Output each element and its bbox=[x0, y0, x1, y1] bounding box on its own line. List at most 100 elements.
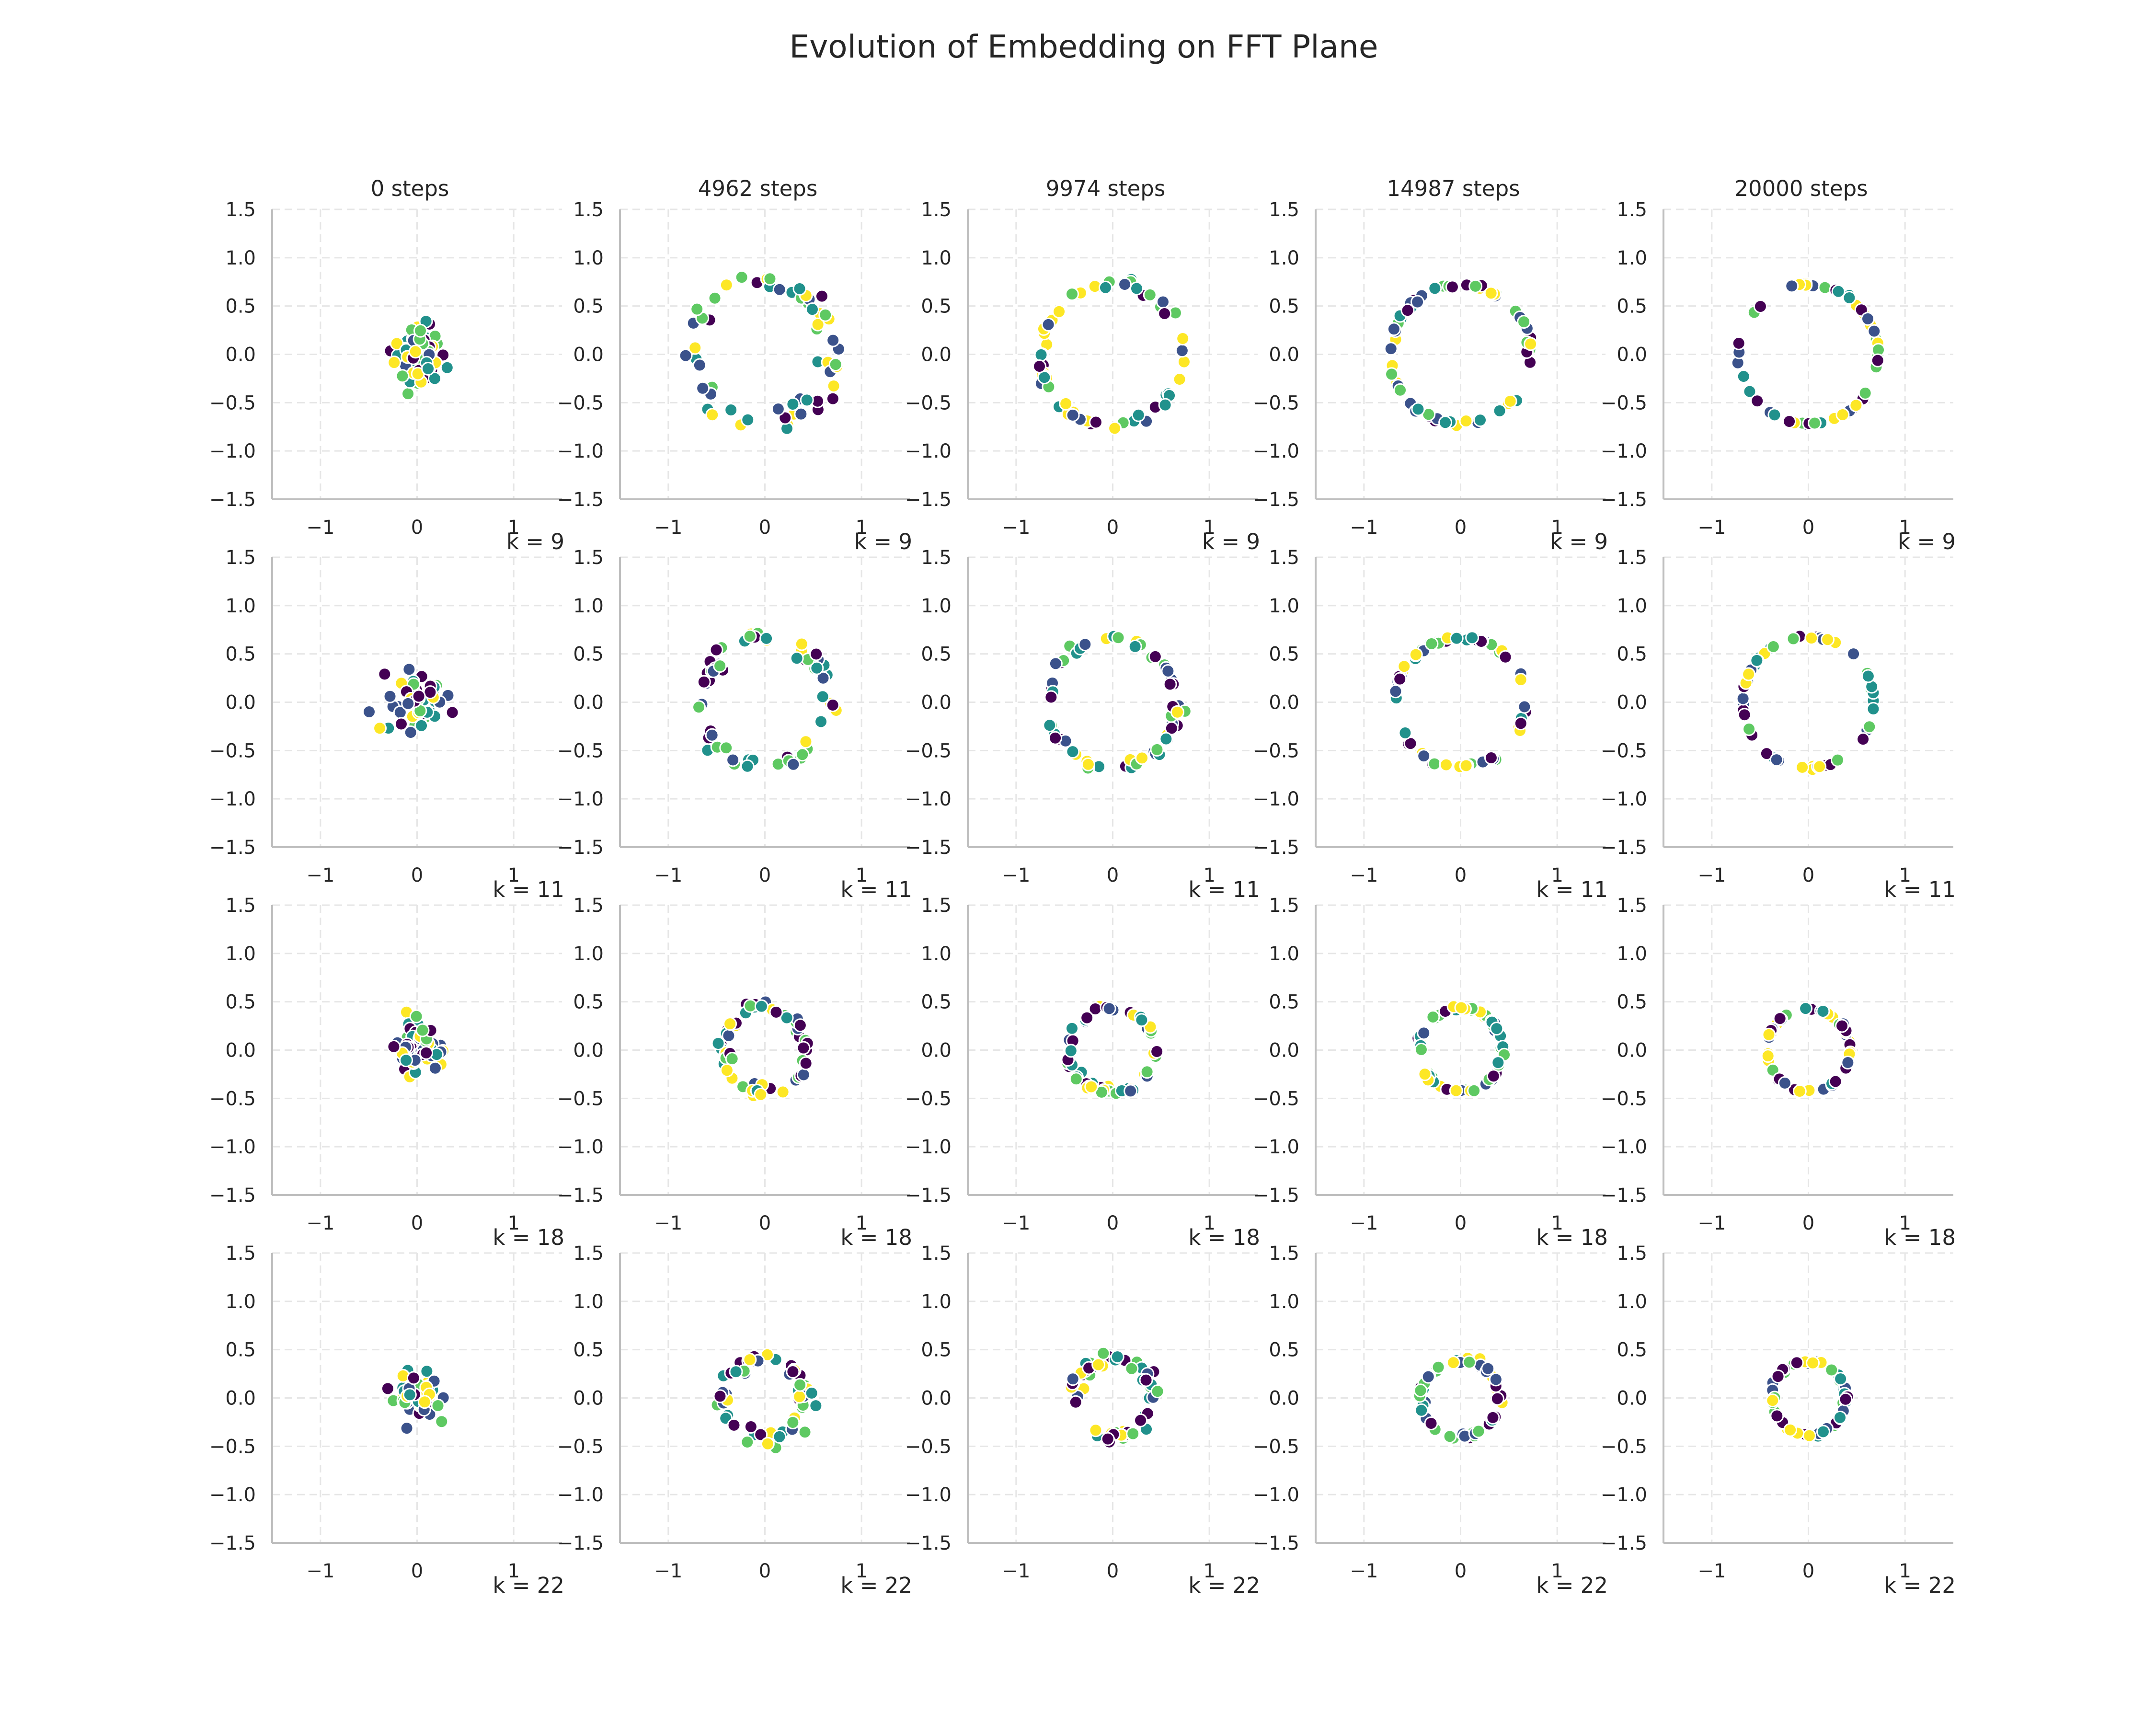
scatter-point bbox=[409, 1009, 424, 1024]
scatter-point bbox=[1736, 691, 1750, 706]
scatter-point bbox=[1766, 639, 1780, 654]
scatter-point bbox=[1424, 636, 1439, 651]
scatter-point bbox=[1783, 1423, 1798, 1437]
y-tick-label: 1.0 bbox=[1269, 943, 1299, 965]
scatter-point bbox=[1393, 383, 1408, 397]
k-label: k = 11 bbox=[1188, 877, 1260, 902]
y-tick-label: −1.5 bbox=[1253, 1532, 1299, 1554]
scatter-point bbox=[796, 1041, 811, 1055]
y-tick-label: −1.0 bbox=[905, 440, 952, 462]
panel-r3-c1: 1.5 1.0 0.5 0.0 −0.5 −1.0 −1.5 −1 0 1k = 22 bbox=[557, 1242, 912, 1598]
scatter-point bbox=[1767, 408, 1782, 422]
panel-r3-c3: 1.5 1.0 0.5 0.0 −0.5 −1.0 −1.5 −1 0 1k = 22 bbox=[1253, 1242, 1608, 1598]
scatter-point bbox=[772, 282, 787, 297]
scatter-point bbox=[804, 1386, 819, 1400]
x-tick-label: −1 bbox=[306, 864, 334, 886]
scatter-point bbox=[1417, 1026, 1431, 1040]
scatter-point bbox=[1414, 1403, 1429, 1417]
scatter-point bbox=[1782, 414, 1797, 429]
y-tick-label: −1.5 bbox=[209, 837, 256, 859]
scatter-point bbox=[723, 1017, 737, 1031]
scatter-point bbox=[1409, 647, 1423, 662]
scatter-point bbox=[1816, 1004, 1830, 1018]
x-tick-label: 1 bbox=[1899, 864, 1911, 886]
scatter-point bbox=[1792, 1084, 1807, 1098]
k-label: k = 18 bbox=[1884, 1225, 1956, 1250]
y-tick-label: 0.5 bbox=[921, 296, 952, 318]
scatter-point bbox=[1065, 287, 1079, 301]
scatter-point bbox=[399, 1053, 413, 1068]
x-tick-label: −1 bbox=[306, 1212, 334, 1234]
scatter-point bbox=[1491, 1056, 1505, 1070]
scatter-point bbox=[786, 1365, 800, 1379]
scatter-point bbox=[799, 1056, 813, 1070]
scatter-point bbox=[395, 369, 410, 383]
panel-r0-c1: 1.5 1.0 0.5 0.0 −0.5 −1.0 −1.5 −1 0 1 4962 steps k … bbox=[557, 176, 912, 554]
scatter-point bbox=[1870, 353, 1885, 368]
y-tick-label: 0.5 bbox=[573, 991, 604, 1013]
scatter-point bbox=[1426, 1010, 1440, 1024]
scatter-point bbox=[1834, 1372, 1848, 1386]
y-tick-label: 0.0 bbox=[921, 1388, 952, 1410]
scatter-point bbox=[1799, 1001, 1813, 1016]
y-tick-label: −1.5 bbox=[1601, 837, 1647, 859]
y-tick-label: 0.5 bbox=[921, 1339, 952, 1361]
scatter-point bbox=[1176, 332, 1190, 346]
scatter-point bbox=[1066, 1372, 1080, 1386]
y-tick-label: 1.0 bbox=[1269, 247, 1299, 269]
scatter-point bbox=[1750, 653, 1764, 667]
y-tick-label: −1.5 bbox=[905, 489, 952, 511]
scatter-point bbox=[1737, 708, 1752, 722]
scatter-point bbox=[1514, 673, 1528, 687]
scatter-point bbox=[1524, 337, 1538, 351]
x-tick-label: 1 bbox=[1899, 1560, 1911, 1582]
scatter-point bbox=[1770, 1409, 1784, 1423]
scatter-point bbox=[1486, 1069, 1501, 1083]
y-tick-label: 1.0 bbox=[1269, 1291, 1299, 1313]
x-tick-label: 1 bbox=[507, 1212, 519, 1234]
scatter-point bbox=[1387, 322, 1401, 336]
scatter-point bbox=[1816, 1425, 1830, 1439]
scatter-point bbox=[420, 1364, 434, 1379]
scatter-point bbox=[741, 413, 755, 427]
scatter-point bbox=[798, 1425, 812, 1439]
k-label: k = 9 bbox=[506, 529, 564, 554]
scatter-point bbox=[692, 700, 706, 714]
scatter-point bbox=[809, 647, 824, 661]
y-tick-label: 1.5 bbox=[1617, 895, 1647, 917]
panel-r1-c4: 1.5 1.0 0.5 0.0 −0.5 −1.0 −1.5 −1 0 1k = 11 bbox=[1601, 547, 1956, 902]
y-tick-label: 0.0 bbox=[573, 344, 604, 366]
x-tick-label: 1 bbox=[855, 517, 867, 539]
scatter-point bbox=[1089, 1423, 1103, 1438]
y-tick-label: 0.0 bbox=[1617, 1040, 1647, 1062]
y-tick-label: 0.5 bbox=[573, 1339, 604, 1361]
scatter-point bbox=[1486, 1410, 1500, 1425]
scatter-point bbox=[1862, 720, 1877, 734]
scatter-point bbox=[705, 408, 720, 422]
panel-r0-c3: 1.5 1.0 0.5 0.0 −0.5 −1.0 −1.5 −1 0 1 14987 steps k… bbox=[1253, 176, 1608, 554]
y-tick-label: 1.5 bbox=[921, 895, 952, 917]
y-tick-label: 1.5 bbox=[1617, 1242, 1647, 1265]
scatter-point bbox=[1443, 1429, 1457, 1444]
y-tick-label: 1.0 bbox=[1617, 595, 1647, 617]
scatter-point bbox=[1769, 753, 1784, 767]
scatter-point bbox=[1134, 1413, 1148, 1427]
y-tick-label: 1.5 bbox=[1617, 547, 1647, 569]
y-tick-label: 1.0 bbox=[225, 1291, 256, 1313]
x-tick-label: 0 bbox=[1455, 864, 1467, 886]
scatter-point bbox=[402, 1388, 417, 1402]
scatter-point bbox=[1124, 1084, 1138, 1098]
scatter-point bbox=[1111, 631, 1125, 645]
scatter-point bbox=[1459, 414, 1473, 428]
scatter-point bbox=[1438, 415, 1453, 430]
y-tick-label: 0.0 bbox=[921, 344, 952, 366]
scatter-point bbox=[818, 308, 833, 322]
scatter-point bbox=[415, 1023, 430, 1037]
scatter-point bbox=[1861, 669, 1875, 683]
x-tick-label: 1 bbox=[1203, 1560, 1215, 1582]
scatter-point bbox=[1059, 396, 1073, 411]
y-tick-label: 1.5 bbox=[573, 895, 604, 917]
scatter-point bbox=[1139, 1373, 1153, 1387]
y-tick-label: 0.5 bbox=[225, 1339, 256, 1361]
scatter-point bbox=[826, 379, 841, 393]
